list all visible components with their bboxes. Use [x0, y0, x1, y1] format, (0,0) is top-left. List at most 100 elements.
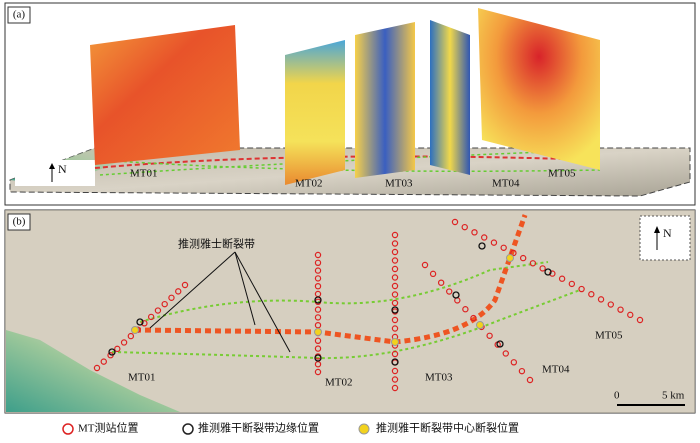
station: [529, 260, 537, 267]
station: [588, 291, 595, 298]
station: [597, 296, 605, 303]
station: [391, 350, 399, 358]
edge-station: [496, 340, 504, 348]
station: [481, 234, 488, 241]
fault-center: [94, 155, 601, 169]
station: [486, 332, 493, 339]
profile-label: MT04: [492, 178, 520, 190]
station-label: MT01: [128, 372, 156, 384]
station-label: MT03: [425, 372, 453, 384]
station: [421, 261, 429, 269]
station: [141, 320, 148, 327]
profile-label: MT02: [295, 178, 323, 190]
profile-mt01: [90, 25, 240, 165]
profile-label: MT05: [548, 168, 576, 180]
center-station: [391, 338, 399, 346]
station: [314, 283, 322, 290]
station: [539, 265, 546, 272]
station: [391, 376, 399, 383]
legend-label: 推测雅干断裂带中心断裂位置: [376, 421, 519, 435]
north-arrowhead: [654, 226, 660, 233]
center-station: [476, 321, 484, 329]
station: [391, 240, 399, 247]
edge-station: [108, 348, 116, 356]
panel-label-box: [7, 6, 31, 24]
station: [510, 359, 518, 366]
north-box: [639, 215, 691, 261]
station: [154, 307, 162, 314]
station: [446, 288, 453, 295]
station: [607, 301, 614, 308]
edge-station: [391, 306, 399, 314]
station: [510, 249, 517, 257]
station: [549, 270, 556, 277]
station: [175, 288, 182, 295]
station: [93, 364, 101, 372]
legend-label: 推测雅干断裂带边缘位置: [198, 421, 319, 435]
panel-label-box: [7, 213, 31, 231]
legend-label: MT测站位置: [78, 421, 139, 435]
station: [314, 251, 322, 259]
station: [168, 294, 175, 301]
station: [147, 313, 155, 321]
station: [114, 345, 121, 353]
profile-mt03: [355, 22, 415, 178]
station: [470, 314, 477, 322]
edge-station: [314, 354, 322, 362]
edge-station: [136, 318, 144, 326]
station: [636, 316, 644, 324]
station: [391, 231, 399, 239]
station: [500, 244, 507, 251]
station: [314, 345, 322, 352]
legend-symbol: [358, 423, 370, 435]
station: [490, 239, 498, 246]
map-relief: [5, 210, 695, 413]
station: [391, 367, 399, 375]
station-label: MT05: [595, 330, 623, 342]
station: [314, 306, 322, 313]
station: [127, 332, 135, 340]
station: [314, 368, 322, 376]
station: [568, 280, 576, 288]
panel-label: (b): [13, 216, 26, 228]
station-label: MT02: [325, 377, 353, 389]
center-station: [314, 328, 322, 336]
station: [391, 316, 399, 324]
station: [502, 350, 509, 357]
station: [314, 267, 322, 274]
station: [391, 248, 399, 256]
center-station: [506, 254, 514, 262]
edge-station: [391, 358, 399, 366]
annotation-pointer: [149, 251, 236, 329]
station: [391, 299, 399, 307]
station: [181, 281, 189, 289]
edge-station: [452, 291, 460, 299]
north-box: [15, 160, 95, 186]
station: [461, 223, 468, 231]
station: [627, 311, 634, 319]
north-arrowhead: [49, 163, 55, 169]
annotation-pointer: [234, 251, 256, 326]
station: [391, 384, 399, 392]
map-lowland: [6, 330, 180, 412]
fault-edge: [111, 289, 581, 360]
station: [391, 265, 399, 273]
station: [526, 376, 534, 384]
map-lines: [93, 214, 644, 392]
profile-mt04: [430, 20, 470, 175]
station: [391, 282, 399, 290]
profile-mt05: [478, 8, 600, 170]
station: [518, 367, 526, 375]
station: [391, 291, 399, 298]
station: [314, 314, 322, 321]
north-label: N: [58, 162, 67, 176]
panel-label: (a): [13, 9, 26, 21]
scale-end: 5 km: [662, 390, 685, 402]
annotation: 推测雅士断裂带: [178, 237, 255, 251]
station: [558, 275, 566, 282]
station: [451, 218, 459, 226]
center-station: [131, 326, 139, 334]
station: [519, 254, 527, 262]
station: [120, 339, 128, 346]
station: [429, 270, 437, 278]
